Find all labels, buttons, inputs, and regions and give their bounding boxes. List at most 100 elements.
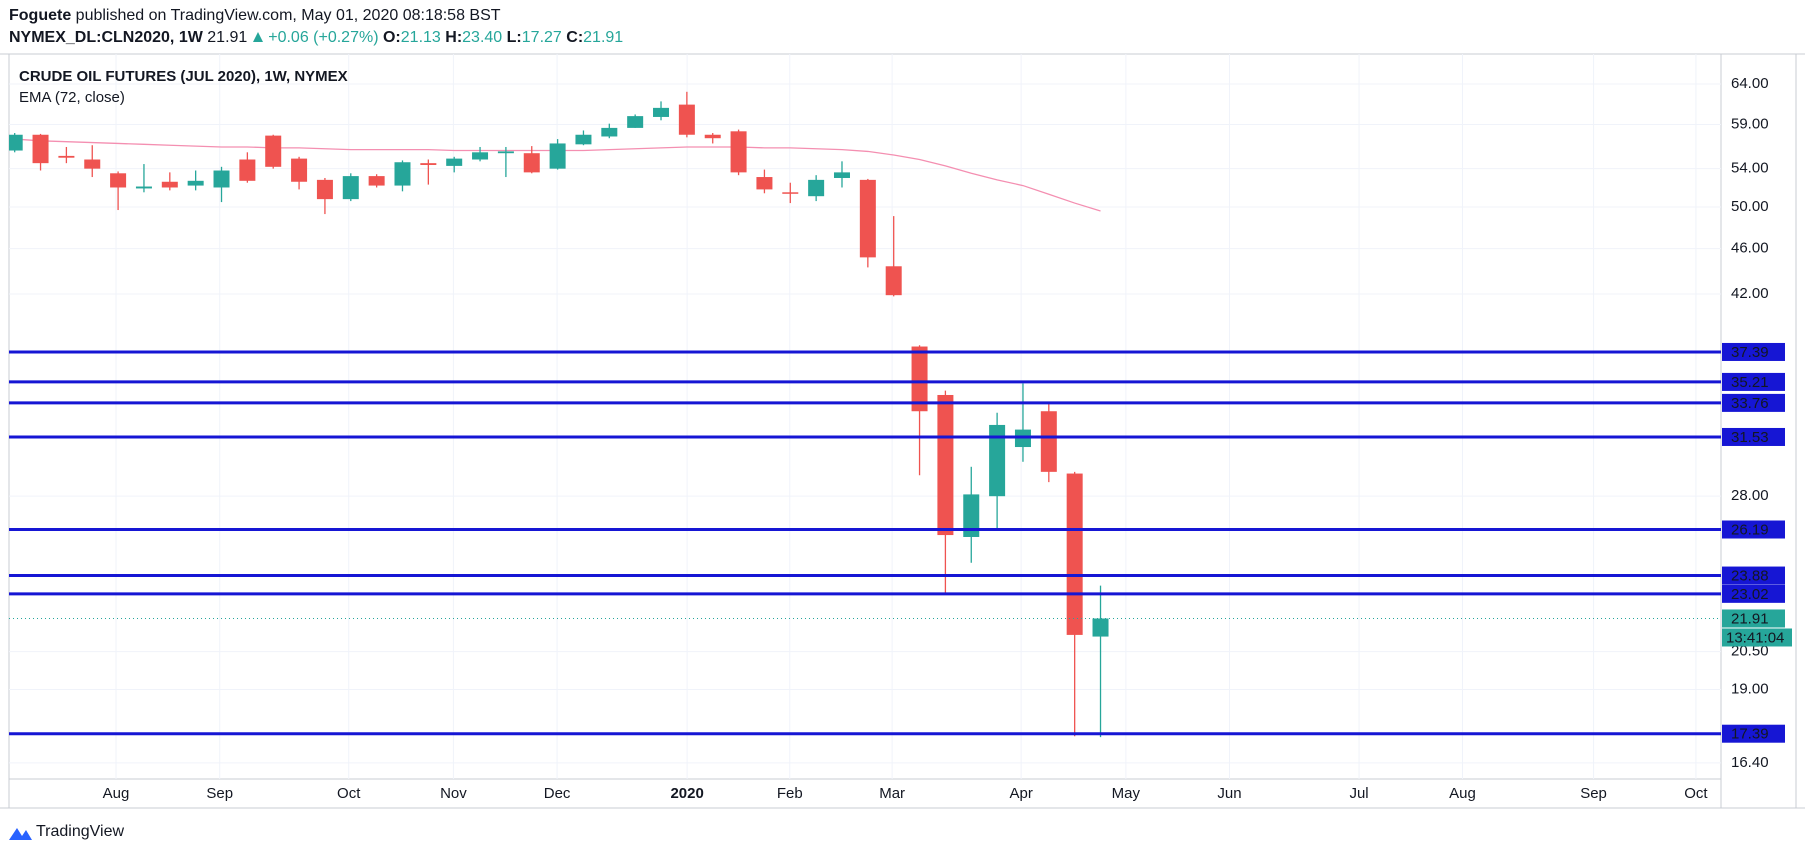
- ohlc-label: H:: [445, 29, 463, 46]
- candle-body: [135, 186, 152, 189]
- author: Foguete: [9, 7, 72, 24]
- y-tick-label: 59.00: [1731, 115, 1769, 132]
- candle-body: [497, 151, 514, 154]
- candle-body: [730, 131, 747, 173]
- candle-body: [472, 152, 489, 160]
- level-label-bg: [1722, 342, 1785, 361]
- last-price-bg: [1722, 609, 1785, 628]
- x-tick-label: Jun: [1217, 785, 1241, 802]
- candle-body: [265, 135, 282, 167]
- candle-body: [213, 170, 230, 188]
- candle-body: [833, 172, 850, 178]
- candle-body: [420, 163, 437, 165]
- level-label-bg: [1722, 724, 1785, 743]
- candle-body: [84, 159, 101, 169]
- countdown-bg: [1722, 628, 1792, 647]
- x-tick-label: Nov: [440, 785, 467, 802]
- candle-body: [1066, 473, 1083, 635]
- level-label-bg: [1722, 372, 1785, 391]
- candle-body: [859, 179, 876, 258]
- level-label: 23.88: [1731, 568, 1769, 585]
- y-tick-label: 50.00: [1731, 198, 1769, 215]
- candle-body: [58, 155, 75, 158]
- level-label-bg: [1722, 584, 1785, 603]
- y-tick-label: 64.00: [1731, 75, 1769, 92]
- x-tick-label: Aug: [103, 785, 130, 802]
- candle-body: [523, 153, 540, 173]
- symbol-line: NYMEX_DL:CLN2020, 1W 21.91 +0.06 (+0.27%…: [9, 29, 623, 47]
- y-tick-label: 20.50: [1731, 643, 1769, 660]
- candle-body: [446, 158, 463, 166]
- level-label: 31.53: [1731, 429, 1769, 446]
- symbol: NYMEX_DL:CLN2020, 1W: [9, 29, 203, 46]
- level-label-bg: [1722, 566, 1785, 585]
- brand: TradingView: [36, 823, 124, 840]
- x-tick-label: Aug: [1449, 785, 1476, 802]
- x-tick-label: Jul: [1349, 785, 1368, 802]
- candle-body: [782, 192, 799, 194]
- ohlc-value: 17.27: [521, 29, 562, 46]
- price: 21.91: [207, 29, 248, 46]
- x-tick-label: Oct: [337, 785, 361, 802]
- published: published on TradingView.com, May 01, 20…: [75, 7, 501, 24]
- x-tick-label: Sep: [1580, 785, 1607, 802]
- x-tick-label: Feb: [777, 785, 803, 802]
- candle-body: [653, 107, 670, 117]
- x-tick-label: Oct: [1684, 785, 1708, 802]
- candle-body: [963, 494, 980, 537]
- level-label: 35.21: [1731, 374, 1769, 391]
- y-tick-label: 28.00: [1731, 487, 1769, 504]
- candle-body: [342, 176, 359, 200]
- y-tick-label: 46.00: [1731, 240, 1769, 257]
- level-label: 17.39: [1731, 726, 1769, 743]
- ohlc-value: 21.13: [400, 29, 441, 46]
- y-tick-label: 54.00: [1731, 160, 1769, 177]
- candle-body: [316, 179, 333, 200]
- level-label: 33.76: [1731, 395, 1769, 412]
- candle-body: [989, 424, 1006, 497]
- candle-body: [161, 181, 178, 188]
- y-tick-label: 16.40: [1731, 754, 1769, 771]
- level-label: 26.19: [1731, 521, 1769, 538]
- level-label-bg: [1722, 520, 1785, 539]
- x-tick-label: 2020: [670, 785, 703, 802]
- level-label: 37.39: [1731, 344, 1769, 361]
- candle-body: [32, 134, 49, 164]
- x-tick-label: May: [1112, 785, 1141, 802]
- candle-body: [549, 143, 566, 169]
- candle-body: [601, 127, 618, 137]
- ohlc-value: 21.91: [583, 29, 624, 46]
- ohlc-label: L:: [506, 29, 522, 46]
- x-tick-label: Mar: [879, 785, 905, 802]
- candle-body: [1092, 618, 1109, 637]
- candle-body: [291, 158, 308, 182]
- candle-body: [575, 134, 592, 145]
- logo: [9, 828, 32, 840]
- chart-title: CRUDE OIL FUTURES (JUL 2020), 1W, NYMEX: [19, 68, 348, 85]
- publish-line: Foguete published on TradingView.com, Ma…: [9, 7, 501, 25]
- level-label-bg: [1722, 427, 1785, 446]
- change: +0.06 (+0.27%): [268, 29, 379, 46]
- candle-body: [1040, 411, 1057, 472]
- candle-body: [627, 116, 644, 128]
- candle-body: [394, 162, 411, 186]
- candle-body: [911, 346, 928, 412]
- last-price-label: 21.91: [1731, 610, 1769, 627]
- candle-body: [678, 104, 695, 135]
- countdown: 13:41:04: [1726, 629, 1784, 646]
- level-label: 23.02: [1731, 586, 1769, 603]
- candle-body: [885, 266, 902, 296]
- candle-body: [187, 180, 204, 186]
- candle-body: [9, 134, 23, 151]
- y-tick-label: 42.00: [1731, 285, 1769, 302]
- up-arrow: [252, 32, 263, 42]
- candle-body: [239, 159, 256, 181]
- candle-body: [808, 179, 825, 197]
- ohlc-value: 23.40: [462, 29, 503, 46]
- candle-body: [756, 177, 773, 190]
- y-tick-label: 19.00: [1731, 681, 1769, 698]
- candle-body: [368, 176, 385, 186]
- x-tick-label: Sep: [206, 785, 233, 802]
